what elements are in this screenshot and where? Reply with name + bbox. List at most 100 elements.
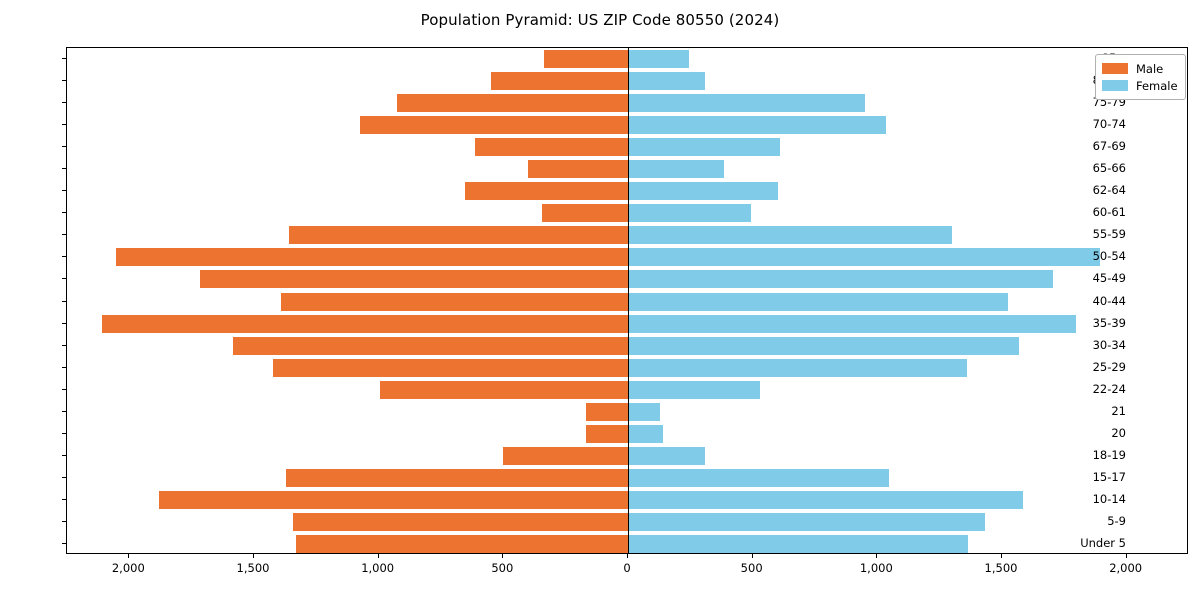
bar-female <box>628 512 985 531</box>
bar-male <box>200 270 628 289</box>
bar-male <box>585 402 628 421</box>
y-axis-tick-label: 60-61 <box>1092 205 1126 220</box>
bar-male <box>288 226 628 245</box>
bar-male <box>292 512 628 531</box>
bar-male <box>397 94 628 113</box>
y-axis-tick-label: 35-39 <box>1092 315 1126 330</box>
x-axis-tick-label: 1,000 <box>859 561 893 575</box>
y-axis-tick-mark <box>62 58 66 60</box>
bar-female <box>628 94 865 113</box>
bar-female <box>628 226 953 245</box>
y-axis-tick-label: 67-69 <box>1092 139 1126 154</box>
x-axis-tick-mark <box>1001 554 1002 558</box>
x-axis-tick-mark <box>502 554 504 558</box>
bar-male <box>379 380 628 399</box>
y-axis-tick-mark <box>62 278 66 280</box>
bar-male <box>585 424 628 443</box>
y-axis-tick-mark <box>62 168 66 170</box>
y-axis-tick-label: 10-14 <box>1092 491 1126 506</box>
bar-male <box>359 116 628 135</box>
y-axis-tick-mark <box>62 146 66 148</box>
legend-item: Female <box>1102 77 1178 94</box>
y-axis-tick-mark <box>62 520 66 522</box>
y-axis-tick-mark <box>62 476 66 478</box>
x-axis-tick-label: 2,000 <box>1109 561 1143 575</box>
bar-male <box>503 446 628 465</box>
y-axis-tick-mark <box>62 80 66 82</box>
chart-title: Population Pyramid: US ZIP Code 80550 (2… <box>420 11 780 29</box>
y-axis-tick-label: 40-44 <box>1092 293 1126 308</box>
y-axis-tick-mark <box>62 234 66 236</box>
bar-female <box>628 182 778 201</box>
bar-male <box>281 292 628 311</box>
bar-male <box>115 248 628 267</box>
bar-female <box>628 138 781 157</box>
y-axis-tick-mark <box>62 388 66 390</box>
bar-female <box>628 116 887 135</box>
y-axis-tick-label: 62-64 <box>1092 183 1126 198</box>
y-axis-tick-label: 55-59 <box>1092 227 1126 242</box>
y-axis-tick-label: 20 <box>1111 425 1126 440</box>
y-axis-tick-label: 25-29 <box>1092 359 1126 374</box>
legend-item: Male <box>1102 60 1178 77</box>
y-axis-tick-mark <box>62 366 66 368</box>
bar-female <box>628 292 1009 311</box>
y-axis-tick-label: 18-19 <box>1092 447 1126 462</box>
bar-male <box>464 182 628 201</box>
y-axis-tick-mark <box>62 300 66 302</box>
x-axis-tick-mark <box>876 554 878 558</box>
y-axis-tick-mark <box>62 498 66 500</box>
x-axis-tick-label: 1,500 <box>984 561 1018 575</box>
plot-inner <box>67 48 1187 553</box>
y-axis-tick-label: 5-9 <box>1107 513 1126 528</box>
y-axis-tick-mark <box>62 190 66 192</box>
legend-label: Female <box>1136 78 1178 93</box>
zero-axis-line <box>628 48 629 553</box>
x-axis-tick-label: 2,000 <box>111 561 145 575</box>
x-axis-tick-mark <box>253 554 254 558</box>
x-axis-tick-label: 0 <box>623 561 631 575</box>
bar-female <box>628 204 752 223</box>
legend-color-swatch <box>1102 63 1128 74</box>
y-axis-tick-mark <box>62 256 66 258</box>
y-axis-tick-mark <box>62 124 66 126</box>
bar-female <box>628 248 1101 267</box>
bar-female <box>628 72 706 91</box>
x-axis-tick-label: 1,500 <box>236 561 270 575</box>
bar-male <box>474 138 628 157</box>
y-axis-tick-label: 50-54 <box>1092 249 1126 264</box>
y-axis-tick-mark <box>62 322 66 324</box>
x-axis-tick-label: 500 <box>740 561 763 575</box>
y-axis-tick-mark <box>62 432 66 434</box>
bar-female <box>628 270 1054 289</box>
bar-female <box>628 314 1076 333</box>
y-axis-tick-mark <box>62 212 66 214</box>
y-axis-tick-label: 22-24 <box>1092 381 1126 396</box>
y-axis-tick-label: 70-74 <box>1092 117 1126 132</box>
bar-female <box>628 50 690 69</box>
legend-label: Male <box>1136 61 1164 76</box>
y-axis-tick-mark <box>62 454 66 456</box>
x-axis-tick-label: 500 <box>491 561 514 575</box>
y-axis-tick-label: 65-66 <box>1092 161 1126 176</box>
x-axis-tick-label: 1,000 <box>361 561 395 575</box>
x-axis-tick-mark <box>1125 554 1127 558</box>
bar-male <box>232 336 628 355</box>
y-axis-tick-label: 30-34 <box>1092 337 1126 352</box>
bar-male <box>101 314 628 333</box>
bar-male <box>159 490 628 509</box>
bar-female <box>628 160 724 179</box>
x-axis-tick-mark <box>627 554 628 558</box>
bar-male <box>490 72 628 91</box>
y-axis-tick-mark <box>62 542 66 544</box>
y-axis-tick-label: 15-17 <box>1092 469 1126 484</box>
bar-female <box>628 446 706 465</box>
bar-male <box>272 358 628 377</box>
bar-female <box>628 424 663 443</box>
bar-male <box>544 50 628 69</box>
bar-female <box>628 534 969 553</box>
y-axis-tick-mark <box>62 344 66 346</box>
plot-area <box>66 47 1188 554</box>
bar-female <box>628 490 1024 509</box>
